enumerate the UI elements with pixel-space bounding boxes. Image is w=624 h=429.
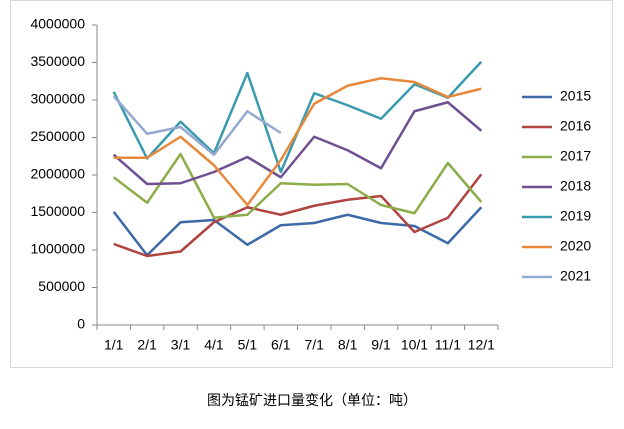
x-tick-label: 2/1 [137, 337, 157, 353]
series-line [113, 173, 483, 258]
x-tick-label: 11/1 [435, 337, 461, 353]
x-tick-label: 8/1 [338, 337, 358, 353]
x-tick-label: 1/1 [104, 337, 124, 353]
legend-label: 2015 [560, 88, 591, 104]
legend-label: 2018 [560, 178, 591, 194]
x-tick-label: 3/1 [171, 337, 191, 353]
x-tick-label: 6/1 [271, 337, 291, 353]
y-tick-label: 4000000 [30, 16, 85, 32]
legend-label: 2020 [560, 238, 591, 254]
y-tick-label: 500000 [38, 278, 85, 294]
legend-label: 2019 [560, 208, 591, 224]
y-tick-label: 3500000 [30, 53, 85, 69]
legend-label: 2021 [560, 268, 591, 284]
y-tick-label: 2500000 [30, 128, 85, 144]
y-tick-label: 0 [77, 316, 85, 332]
y-tick-label: 1500000 [30, 203, 85, 219]
x-tick-label: 7/1 [304, 337, 324, 353]
y-tick-label: 3000000 [30, 91, 85, 107]
series-line [112, 95, 282, 156]
series-line [113, 77, 482, 207]
caption: 图为锰矿进口量变化（单位：吨） [207, 393, 417, 409]
y-tick-label: 2000000 [30, 166, 85, 182]
legend-label: 2016 [560, 118, 591, 134]
x-tick-label: 9/1 [371, 337, 391, 353]
x-tick-label: 12/1 [468, 337, 495, 353]
series-line [112, 101, 483, 186]
x-tick-label: 5/1 [238, 337, 258, 353]
x-tick-label: 10/1 [401, 337, 428, 353]
series-line [112, 152, 483, 219]
legend-label: 2017 [560, 148, 591, 164]
x-tick-label: 4/1 [204, 337, 224, 353]
y-tick-label: 1000000 [30, 241, 85, 257]
